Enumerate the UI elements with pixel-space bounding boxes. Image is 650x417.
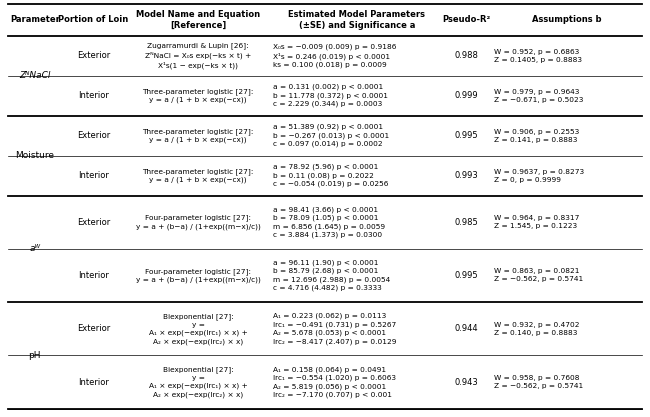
Text: Four-parameter logistic [27]:
y = a + (b−a) / (1+exp((m−x)/c)): Four-parameter logistic [27]: y = a + (b… — [136, 215, 261, 230]
Text: W = 0.979, p = 0.9643
Z = −0.671, p = 0.5023: W = 0.979, p = 0.9643 Z = −0.671, p = 0.… — [495, 89, 584, 103]
Text: X₀s = −0.009 (0.009) p = 0.9186
X¹s = 0.246 (0.019) p < 0.0001
ks = 0.100 (0.018: X₀s = −0.009 (0.009) p = 0.9186 X¹s = 0.… — [273, 43, 396, 68]
Text: Exterior: Exterior — [77, 324, 110, 333]
Text: Pseudo-R²: Pseudo-R² — [443, 15, 491, 25]
Text: Interior: Interior — [78, 91, 109, 100]
Text: Three-parameter logistic [27]:
y = a / (1 + b × exp(−cx)): Three-parameter logistic [27]: y = a / (… — [142, 128, 254, 143]
Text: Biexponential [27]:
y =
A₁ × exp(−exp(lrc₁) × x) +
A₂ × exp(−exp(lrc₂) × x): Biexponential [27]: y = A₁ × exp(−exp(lr… — [149, 366, 248, 398]
Text: Interior: Interior — [78, 271, 109, 280]
Text: W = 0.964, p = 0.8317
Z = 1.545, p = 0.1223: W = 0.964, p = 0.8317 Z = 1.545, p = 0.1… — [495, 215, 580, 229]
Text: Zugarramurdi & Lupin [26]:
ZᴺNaCl = X₀s exp(−ks × t) +
X¹s(1 − exp(−ks × t)): Zugarramurdi & Lupin [26]: ZᴺNaCl = X₀s … — [145, 43, 252, 69]
Text: 0.985: 0.985 — [455, 218, 478, 227]
Text: Exterior: Exterior — [77, 51, 110, 60]
Text: W = 0.958, p = 0.7608
Z = −0.562, p = 0.5741: W = 0.958, p = 0.7608 Z = −0.562, p = 0.… — [495, 375, 584, 389]
Text: W = 0.906, p = 0.2553
Z = 0.141, p = 0.8883: W = 0.906, p = 0.2553 Z = 0.141, p = 0.8… — [495, 128, 580, 143]
Text: Interior: Interior — [78, 171, 109, 180]
Text: Model Name and Equation
[Reference]: Model Name and Equation [Reference] — [136, 10, 260, 30]
Text: W = 0.932, p = 0.4702
Z = 0.140, p = 0.8883: W = 0.932, p = 0.4702 Z = 0.140, p = 0.8… — [495, 322, 580, 336]
Text: W = 0.863, p = 0.0821
Z = −0.562, p = 0.5741: W = 0.863, p = 0.0821 Z = −0.562, p = 0.… — [495, 269, 584, 282]
Text: Three-parameter logistic [27]:
y = a / (1 + b × exp(−cx)): Three-parameter logistic [27]: y = a / (… — [142, 88, 254, 103]
Text: a = 0.131 (0.002) p < 0.0001
b = 11.778 (0.372) p < 0.0001
c = 2.229 (0.344) p =: a = 0.131 (0.002) p < 0.0001 b = 11.778 … — [273, 84, 388, 108]
Text: pH: pH — [29, 351, 41, 360]
Text: Exterior: Exterior — [77, 131, 110, 140]
Text: 0.999: 0.999 — [455, 91, 478, 100]
Text: 0.993: 0.993 — [455, 171, 478, 180]
Text: 0.944: 0.944 — [455, 324, 478, 333]
Text: ZᴺNaCl: ZᴺNaCl — [19, 71, 51, 80]
Text: a = 96.11 (1.90) p < 0.0001
b = 85.79 (2.68) p < 0.0001
m = 12.696 (2.988) p = 0: a = 96.11 (1.90) p < 0.0001 b = 85.79 (2… — [273, 259, 390, 291]
Text: 0.995: 0.995 — [455, 271, 478, 280]
Text: A₁ = 0.223 (0.062) p = 0.0113
lrc₁ = −0.491 (0.731) p = 0.5267
A₂ = 5.678 (0.053: A₁ = 0.223 (0.062) p = 0.0113 lrc₁ = −0.… — [273, 313, 396, 345]
Text: aᵂ: aᵂ — [29, 244, 40, 254]
Text: Biexponential [27]:
y =
A₁ × exp(−exp(lrc₁) × x) +
A₂ × exp(−exp(lrc₂) × x): Biexponential [27]: y = A₁ × exp(−exp(lr… — [149, 313, 248, 344]
Text: a = 98.41 (3.66) p < 0.0001
b = 78.09 (1.05) p < 0.0001
m = 6.856 (1.645) p = 0.: a = 98.41 (3.66) p < 0.0001 b = 78.09 (1… — [273, 206, 385, 238]
Text: Assumptions b: Assumptions b — [532, 15, 601, 25]
Text: Estimated Model Parameters
(±SE) and Significance a: Estimated Model Parameters (±SE) and Sig… — [288, 10, 425, 30]
Text: 0.988: 0.988 — [455, 51, 479, 60]
Text: a = 51.389 (0.92) p < 0.0001
b = −0.267 (0.013) p < 0.0001
c = 0.097 (0.014) p =: a = 51.389 (0.92) p < 0.0001 b = −0.267 … — [273, 124, 389, 147]
Text: W = 0.9637, p = 0.8273
Z = 0, p = 0.9999: W = 0.9637, p = 0.8273 Z = 0, p = 0.9999 — [495, 168, 584, 183]
Text: Exterior: Exterior — [77, 218, 110, 227]
Text: 0.943: 0.943 — [455, 377, 478, 387]
Text: Moisture: Moisture — [15, 151, 54, 160]
Text: Four-parameter logistic [27]:
y = a + (b−a) / (1+exp((m−x)/c)): Four-parameter logistic [27]: y = a + (b… — [136, 268, 261, 283]
Text: Parameter: Parameter — [10, 15, 60, 25]
Text: Interior: Interior — [78, 377, 109, 387]
Text: A₁ = 0.158 (0.064) p = 0.0491
lrc₁ = −0.554 (1.020) p = 0.6063
A₂ = 5.819 (0.056: A₁ = 0.158 (0.064) p = 0.0491 lrc₁ = −0.… — [273, 366, 396, 398]
Text: Portion of Loin: Portion of Loin — [58, 15, 129, 25]
Text: 0.995: 0.995 — [455, 131, 478, 140]
Text: W = 0.952, p = 0.6863
Z = 0.1405, p = 0.8883: W = 0.952, p = 0.6863 Z = 0.1405, p = 0.… — [495, 49, 582, 63]
Text: a = 78.92 (5.96) p < 0.0001
b = 0.11 (0.08) p = 0.2022
c = −0.054 (0.019) p = 0.: a = 78.92 (5.96) p < 0.0001 b = 0.11 (0.… — [273, 164, 388, 187]
Text: Three-parameter logistic [27]:
y = a / (1 + b × exp(−cx)): Three-parameter logistic [27]: y = a / (… — [142, 168, 254, 183]
